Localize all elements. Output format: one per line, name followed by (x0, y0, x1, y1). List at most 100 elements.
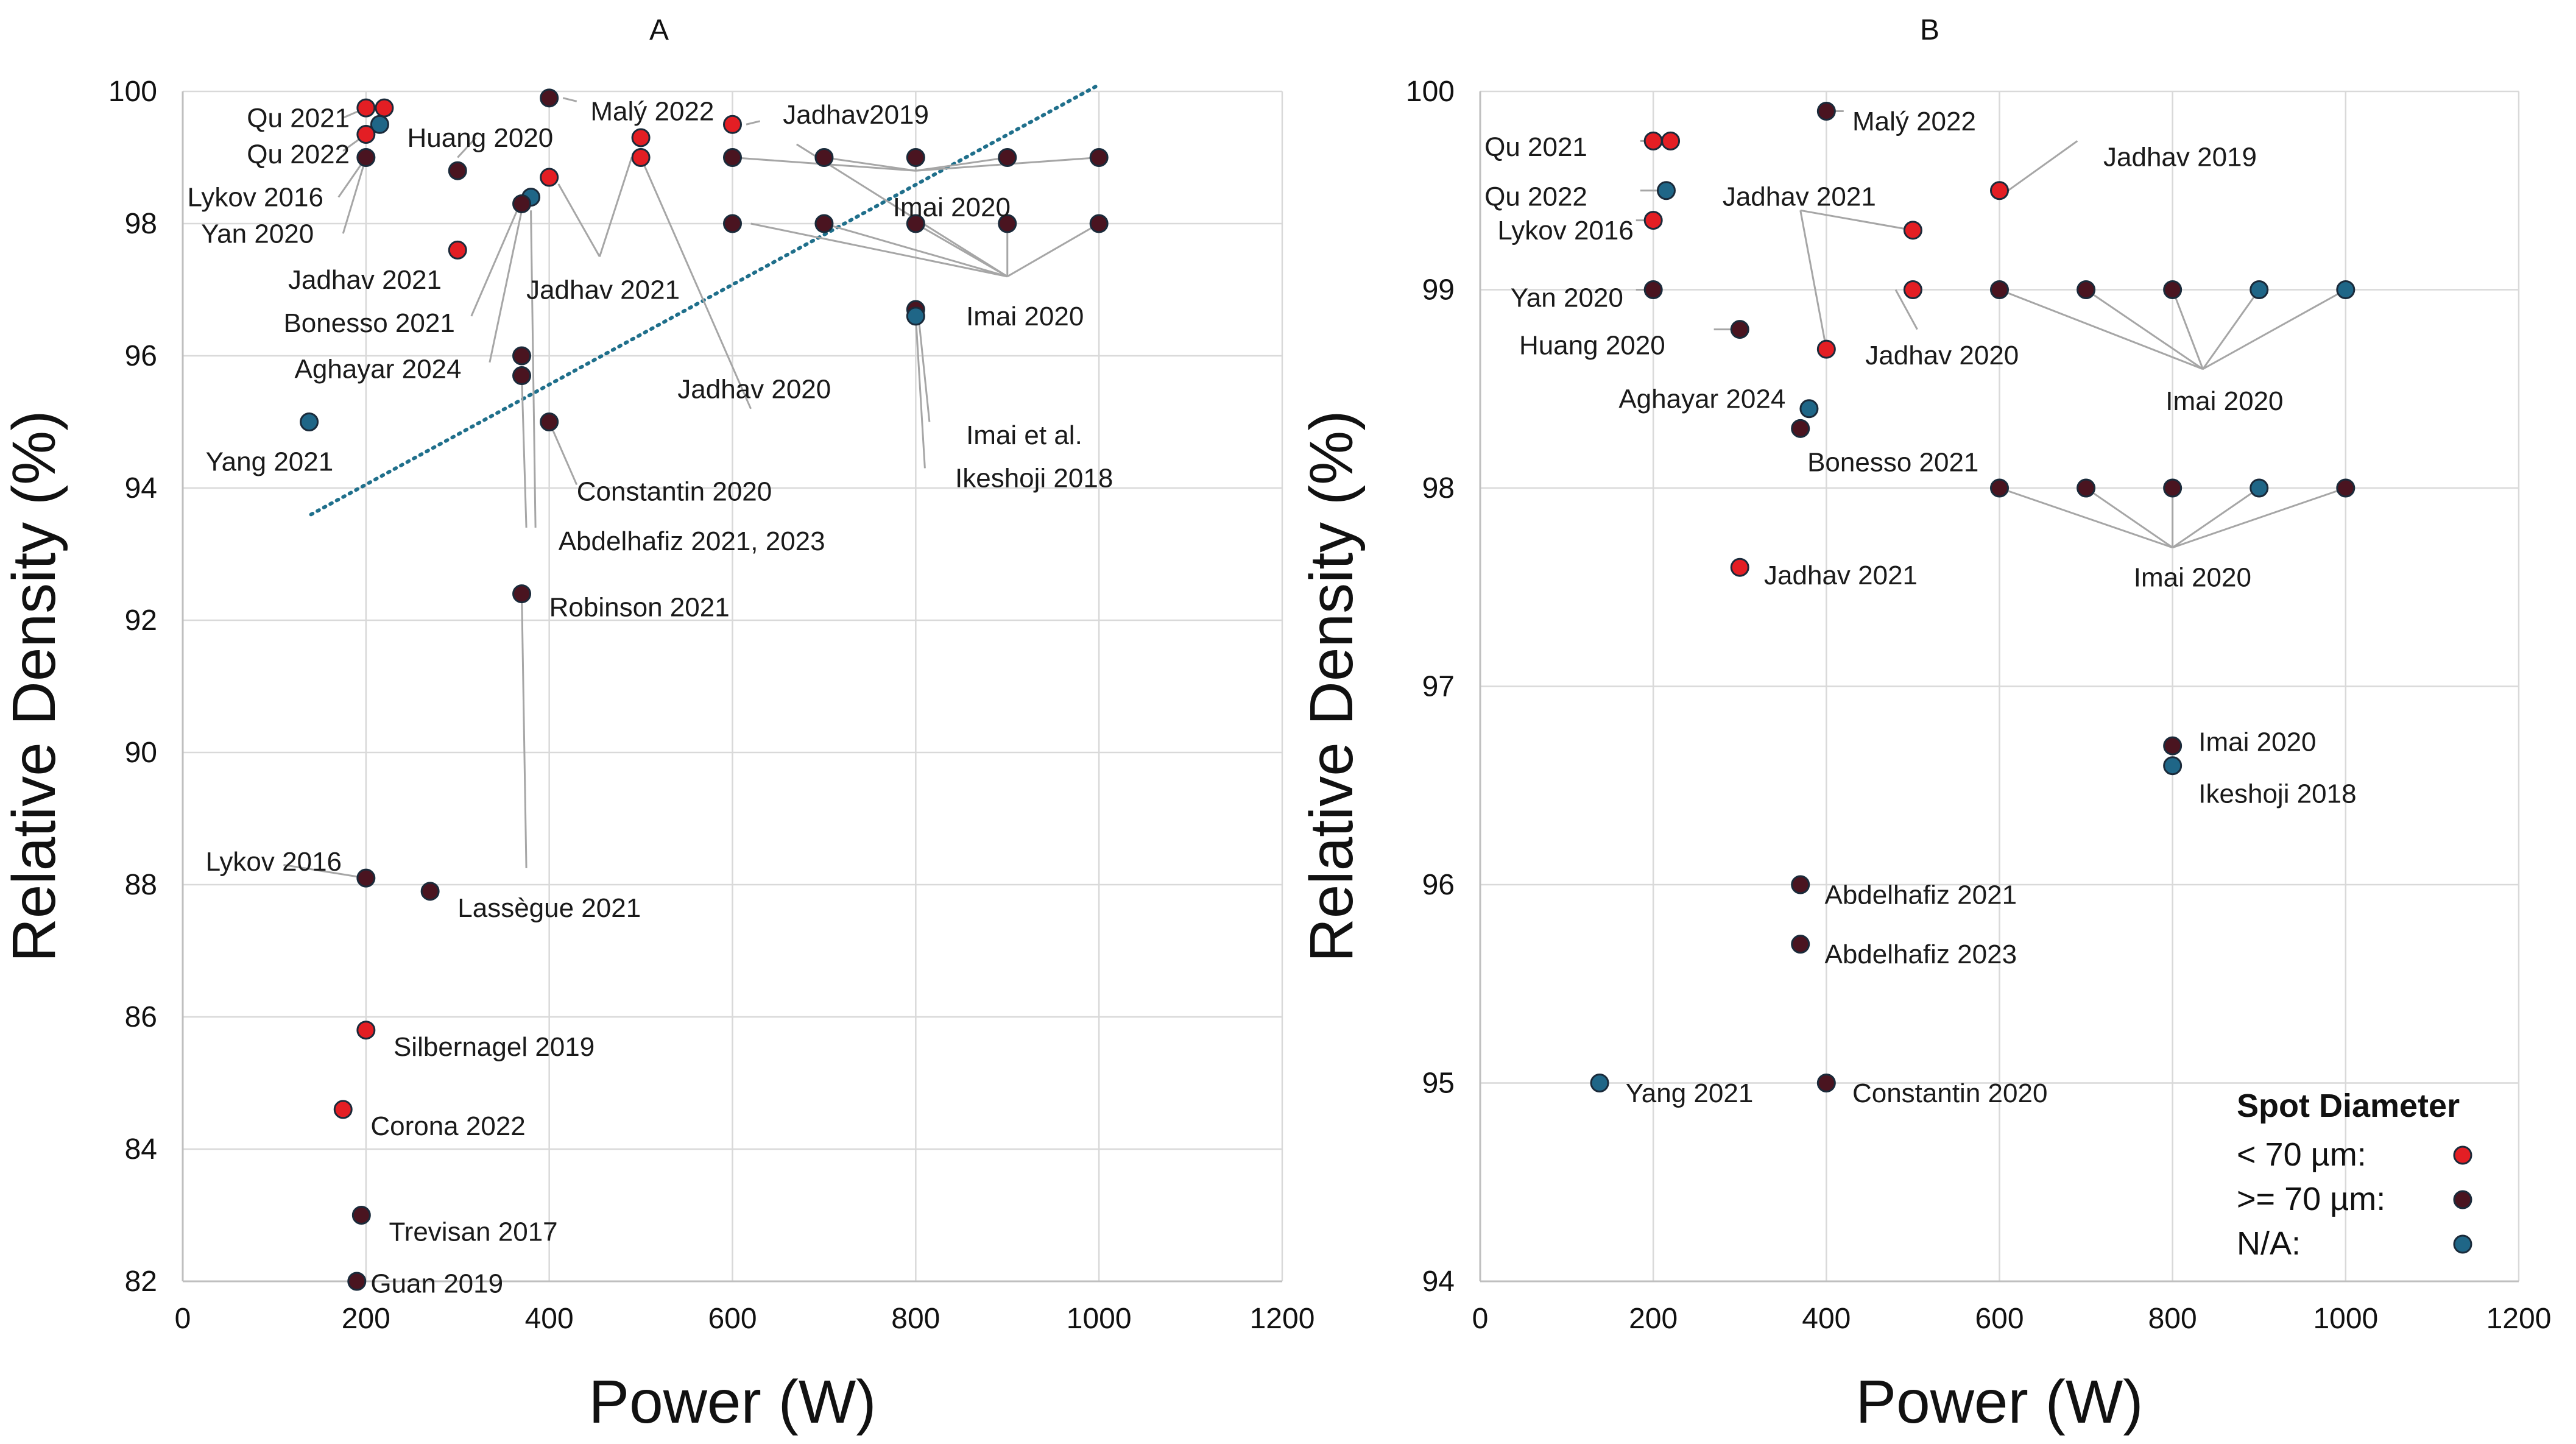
point-label: Jadhav 2020 (677, 374, 831, 404)
data-point-ge70 (351, 1206, 371, 1225)
x-tick-label: 400 (525, 1303, 574, 1335)
data-point-ge70 (906, 214, 925, 233)
x-axis-title: Power (W) (1855, 1368, 2143, 1436)
data-point-ge70 (512, 194, 532, 213)
data-point-ge70 (1730, 320, 1749, 339)
point-label: Abdelhafiz 2023 (1824, 940, 2017, 969)
data-point-na (2163, 756, 2183, 776)
leader-line (1999, 487, 2173, 549)
data-point-ge70 (2163, 280, 2183, 299)
x-tick-label: 600 (1975, 1303, 2024, 1335)
data-point-na (2250, 280, 2269, 299)
point-label: Imai 2020 (2165, 386, 2283, 416)
point-label: Trevisan 2017 (389, 1217, 557, 1247)
point-label: Silbernagel 2019 (393, 1032, 595, 1062)
data-point-lt70 (375, 98, 394, 118)
leader-line (1800, 209, 1913, 232)
data-point-lt70 (356, 1021, 376, 1040)
data-point-ge70 (512, 366, 532, 386)
point-label: Jadhav 2021 (1723, 182, 1876, 212)
point-label: Abdelhafiz 2021 (1824, 880, 2017, 910)
point-label: Qu 2021 (1484, 132, 1587, 162)
y-tick-label: 94 (125, 472, 157, 504)
data-point-lt70 (1730, 557, 1749, 577)
data-point-lt70 (1643, 211, 1663, 230)
leader-line (2202, 289, 2346, 370)
panel-a: 0 200 400 600 800 1000 1200 82 84 86 88 90 92 94 96 98 1… (0, 14, 1314, 1436)
x-tick-label: 600 (708, 1303, 757, 1335)
point-label: Lykov 2016 (206, 847, 342, 877)
leader-line (1999, 289, 2203, 370)
point-label: Imai 2020 (2134, 562, 2251, 592)
point-label: Lykov 2016 (1497, 216, 1633, 246)
data-point-ge70 (2163, 736, 2183, 756)
x-tick-label: 1200 (2486, 1303, 2552, 1335)
data-point-ge70 (1791, 875, 1810, 894)
data-point-ge70 (998, 214, 1017, 233)
leader-line (489, 210, 523, 363)
point-label: Yang 2021 (206, 447, 334, 477)
point-label: Qu 2022 (1484, 182, 1587, 212)
leader-line (1007, 222, 1099, 278)
y-tick-label: 95 (1422, 1067, 1455, 1100)
point-label: Ikeshoji 2018 (2198, 779, 2356, 809)
leader-line (548, 421, 578, 486)
y-tick-label: 98 (1422, 472, 1455, 504)
data-point-ge70 (1089, 214, 1109, 233)
leader-line (746, 120, 760, 126)
leader-line (914, 316, 926, 469)
data-point-ge70 (2163, 478, 2183, 498)
panel-b: 0 200 400 600 800 1000 1200 94 95 96 97 98 99 100 B Pow… (1297, 14, 2551, 1436)
point-label: Robinson 2021 (549, 592, 730, 622)
data-point-lt70 (1903, 280, 1922, 299)
data-point-lt70 (356, 98, 376, 118)
data-point-ge70 (2077, 478, 2096, 498)
leader-line (1799, 210, 1827, 350)
x-tick-label: 1200 (1250, 1303, 1315, 1335)
y-tick-label: 94 (1422, 1265, 1455, 1298)
point-label: Imai et al. (966, 420, 1082, 450)
panel-title: B (1920, 14, 1939, 46)
y-tick-label: 98 (125, 208, 157, 240)
leader-line (1894, 289, 1918, 330)
point-label: Corona 2022 (370, 1111, 525, 1141)
x-tick-label: 200 (342, 1303, 390, 1335)
data-point-na (1656, 181, 1676, 200)
data-point-ge70 (448, 161, 467, 180)
leader-line (530, 210, 537, 528)
x-tick-label: 0 (175, 1303, 191, 1335)
y-tick-label: 90 (125, 737, 157, 769)
point-label: Qu 2022 (247, 140, 350, 169)
y-tick-label: 96 (1422, 869, 1455, 901)
point-label: Ikeshoji 2018 (955, 464, 1113, 494)
point-label: Abdelhafiz 2021, 2023 (559, 526, 825, 556)
y-tick-label: 82 (125, 1265, 157, 1298)
point-label: Malý 2022 (590, 97, 714, 127)
data-point-na (2250, 478, 2269, 498)
data-point-ge70 (540, 88, 559, 108)
data-point-lt70 (631, 128, 651, 147)
data-point-ge70 (723, 148, 742, 167)
leader-line (557, 183, 601, 257)
data-point-na (300, 412, 319, 431)
point-label: Yan 2020 (1511, 283, 1623, 313)
point-label: Jadhav 2021 (1764, 561, 1918, 590)
legend-title: Spot Diameter (2237, 1088, 2460, 1124)
data-point-ge70 (1816, 102, 1836, 121)
point-label: Jadhav 2019 (2103, 142, 2257, 172)
data-point-na (906, 306, 925, 326)
legend-label: N/A: (2237, 1225, 2301, 1262)
leader-line (2007, 140, 2078, 191)
leader-line (917, 316, 931, 422)
data-point-ge70 (2336, 478, 2355, 498)
data-point-na (1799, 399, 1819, 419)
data-point-ge70 (998, 148, 1017, 167)
y-tick-label: 99 (1422, 274, 1455, 306)
point-label: Constantin 2020 (1852, 1078, 2047, 1108)
data-point-lt70 (448, 240, 467, 260)
y-tick-label: 97 (1422, 671, 1455, 703)
x-tick-label: 400 (1802, 1303, 1851, 1335)
data-point-ge70 (1791, 935, 1810, 954)
leader-line (2172, 487, 2260, 548)
